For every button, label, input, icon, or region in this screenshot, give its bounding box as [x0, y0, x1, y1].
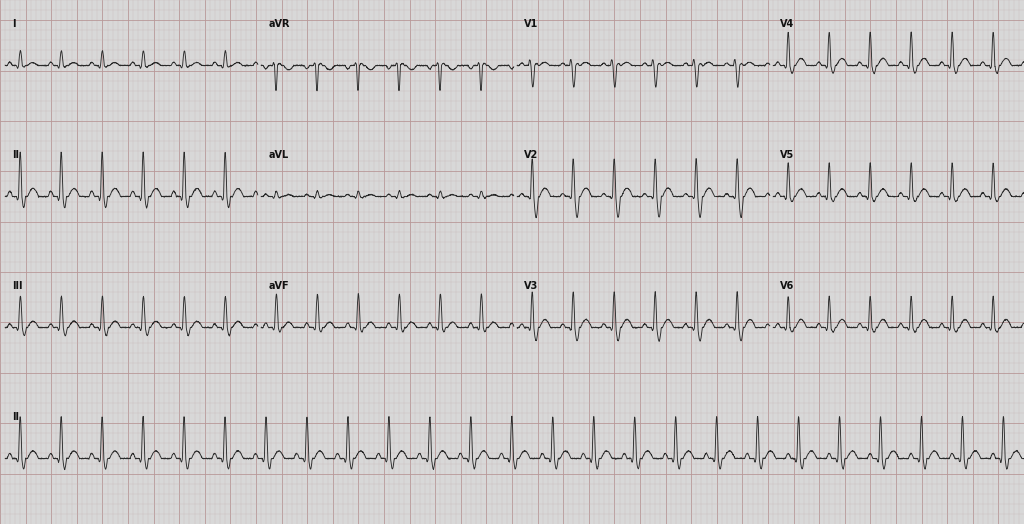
Text: V3: V3: [524, 281, 539, 291]
Text: V4: V4: [780, 19, 795, 29]
Text: II: II: [12, 412, 19, 422]
Text: III: III: [12, 281, 23, 291]
Text: aVL: aVL: [268, 150, 289, 160]
Text: aVF: aVF: [268, 281, 289, 291]
Text: I: I: [12, 19, 15, 29]
Text: V2: V2: [524, 150, 539, 160]
Text: V1: V1: [524, 19, 539, 29]
Text: V6: V6: [780, 281, 795, 291]
Text: II: II: [12, 150, 19, 160]
Text: aVR: aVR: [268, 19, 290, 29]
Text: V5: V5: [780, 150, 795, 160]
